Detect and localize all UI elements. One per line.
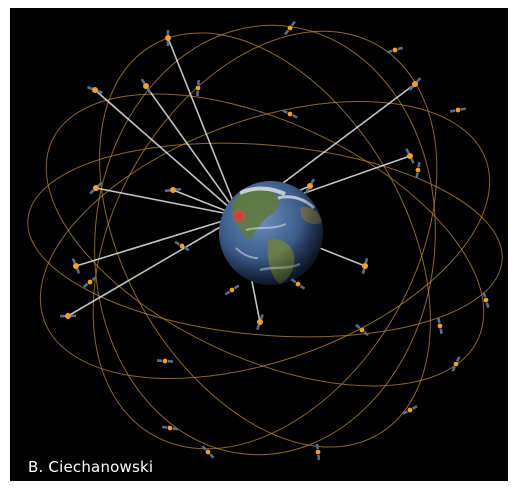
signal-line (94, 89, 240, 217)
signal-line (145, 85, 240, 217)
satellite-icon (201, 445, 215, 459)
satellite-icon (386, 46, 404, 54)
satellite-icon (82, 276, 98, 288)
orbit-path (45, 93, 485, 387)
satellite-icon (355, 323, 369, 337)
satellite-icon (290, 278, 306, 290)
satellite-icon (165, 30, 171, 46)
satellite-icon (361, 257, 369, 275)
receiver-marker-icon (232, 209, 246, 223)
satellite-icon (71, 258, 81, 274)
image-credit: B. Ciechanowski (28, 458, 154, 476)
satellite-icon (451, 356, 461, 372)
satellite-icon (87, 85, 103, 95)
signal-line (75, 215, 240, 267)
signal-line (95, 187, 240, 217)
satellite-icon (408, 77, 422, 91)
orbit-path (27, 142, 503, 338)
satellite-icon (282, 109, 298, 119)
satellite-icon (59, 313, 77, 319)
satellite-icon (284, 20, 296, 36)
satellite-icon (405, 148, 415, 164)
satellite-icon (304, 178, 316, 194)
orbit-path (39, 101, 491, 379)
earth-globe-icon (219, 181, 323, 285)
orbit-paths (27, 24, 503, 456)
satellite-icon (415, 161, 421, 179)
satellite-icon (174, 240, 190, 252)
gps-constellation-illustration: B. Ciechanowski (10, 8, 508, 481)
satellite-icon (164, 187, 182, 193)
satellite-icon (89, 181, 103, 195)
orbit-path (94, 24, 436, 456)
satellite-icon (402, 405, 418, 415)
satellite-icon (449, 107, 467, 113)
satellite-icon (256, 314, 264, 330)
satellite-icon (161, 425, 179, 431)
constellation-canvas (27, 20, 503, 461)
signal-line (67, 215, 240, 317)
satellite-icon (224, 284, 240, 296)
orbit-path (92, 30, 438, 450)
satellite-icon (315, 443, 321, 461)
satellite-group (59, 20, 490, 461)
satellite-icon (156, 358, 174, 364)
satellite-icon (437, 317, 443, 335)
satellite-icon (195, 79, 201, 97)
signal-line (167, 37, 240, 217)
orbit-path (99, 32, 431, 448)
signal-lines (67, 37, 416, 323)
satellite-icon (140, 78, 152, 94)
satellite-icon (482, 291, 490, 309)
